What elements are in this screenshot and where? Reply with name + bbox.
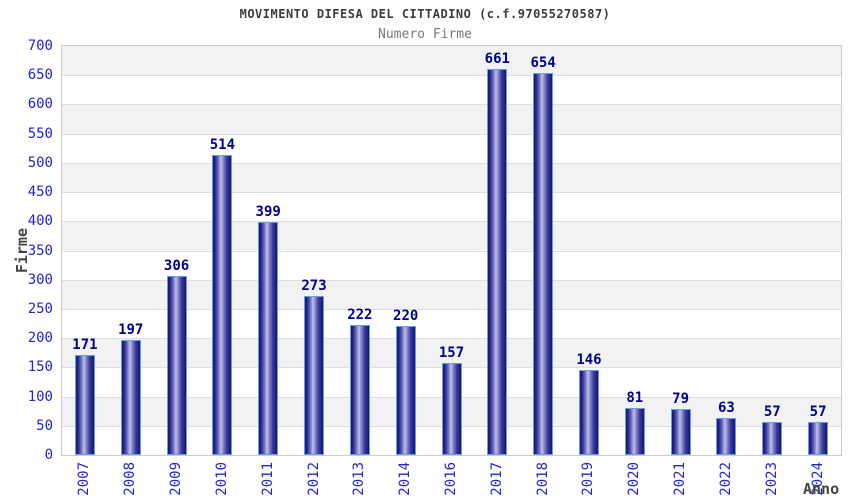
gridline [62, 308, 841, 310]
gridline [62, 162, 841, 164]
y-tick-450: 450 [27, 184, 53, 201]
plot-band [62, 162, 841, 193]
bar-value-2019: 146 [576, 351, 602, 368]
chart-title: MOVIMENTO DIFESA DEL CITTADINO (c.f.9705… [239, 7, 611, 21]
gridline [62, 279, 841, 281]
chart-subtitle: Numero Firme [378, 27, 472, 42]
y-tick-50: 50 [36, 417, 53, 434]
bar-2016 [441, 363, 462, 455]
y-tick-500: 500 [27, 154, 53, 171]
bar-value-2009: 306 [163, 258, 190, 275]
x-tick-2018: 2018 [534, 462, 551, 496]
x-tick-2022: 2022 [717, 462, 734, 496]
x-tick-2008: 2008 [122, 462, 139, 496]
x-tick-2016: 2016 [443, 462, 459, 496]
bar-value-2007: 171 [72, 337, 98, 354]
x-tick-2012: 2012 [305, 462, 322, 496]
x-tick-2021: 2021 [672, 462, 689, 496]
plot-band [62, 75, 841, 105]
plot-area: 171 197 306 514 399 273 222 220 157 661 654 146 81 79… [61, 45, 842, 456]
y-tick-0: 0 [44, 447, 53, 463]
x-tick-2023: 2023 [763, 462, 780, 496]
y-tick-400: 400 [27, 213, 53, 230]
plot-band [62, 308, 841, 339]
bar-2008 [120, 339, 141, 455]
gridline [62, 192, 841, 194]
bar-2019 [578, 369, 599, 455]
bar-value-2014: 220 [393, 308, 419, 325]
plot-band [62, 279, 841, 309]
gridline [62, 338, 841, 340]
bar-2023 [762, 421, 783, 455]
gridline [62, 104, 841, 106]
y-tick-600: 600 [27, 96, 53, 113]
y-tick-650: 650 [27, 67, 53, 84]
bar-2012 [304, 295, 325, 455]
bar-2011 [258, 221, 279, 455]
x-tick-2014: 2014 [397, 462, 414, 496]
gridline [62, 221, 841, 223]
bar-2018 [533, 72, 554, 455]
plot-band [62, 46, 841, 76]
y-tick-550: 550 [27, 125, 53, 142]
bar-2010 [212, 154, 233, 455]
x-tick-2011: 2011 [259, 462, 276, 496]
bar-value-2010: 514 [209, 136, 236, 153]
bar-2013 [349, 325, 370, 455]
bar-2022 [716, 418, 737, 455]
plot-band [62, 192, 841, 222]
bar-2021 [670, 408, 691, 455]
x-axis-title: Anno [803, 480, 840, 498]
bar-2007 [74, 355, 95, 455]
y-tick-350: 350 [27, 242, 53, 259]
bar-2024 [808, 421, 829, 455]
bar-value-2021: 79 [672, 390, 690, 407]
x-tick-2013: 2013 [351, 462, 368, 496]
y-tick-300: 300 [27, 271, 53, 288]
y-tick-250: 250 [27, 300, 53, 317]
bar-value-2008: 197 [118, 321, 144, 338]
bar-value-2013: 222 [347, 307, 373, 324]
bar-value-2011: 399 [255, 203, 281, 220]
x-tick-2009: 2009 [168, 462, 185, 496]
x-tick-2007: 2007 [76, 462, 93, 496]
bar-2020 [624, 407, 645, 455]
bar-value-2016: 157 [438, 345, 465, 362]
gridline [62, 133, 841, 135]
plot-band [62, 104, 841, 134]
x-tick-2010: 2010 [213, 462, 230, 496]
plot-band [62, 221, 841, 251]
plot-band [62, 133, 841, 163]
x-tick-2019: 2019 [580, 462, 597, 496]
plot-band [62, 338, 841, 368]
y-tick-150: 150 [27, 359, 53, 376]
bar-value-2022: 63 [718, 400, 735, 417]
x-tick-2017: 2017 [488, 462, 505, 496]
bar-value-2017: 661 [484, 50, 510, 67]
bar-2017 [487, 68, 508, 455]
bar-2009 [166, 276, 187, 455]
bar-value-2024: 57 [809, 403, 827, 420]
bar-value-2018: 654 [530, 54, 556, 71]
y-tick-100: 100 [27, 388, 53, 405]
gridline [62, 250, 841, 252]
bar-value-2020: 81 [626, 389, 644, 406]
plot-band [62, 250, 841, 280]
x-tick-2020: 2020 [626, 462, 643, 496]
y-tick-200: 200 [27, 330, 53, 347]
bar-value-2023: 57 [763, 403, 781, 420]
bars-layer: 171 197 306 514 399 273 222 220 157 661 654 146 81 79… [62, 46, 841, 455]
y-tick-700: 700 [27, 38, 53, 54]
bar-2014 [395, 326, 416, 455]
bar-value-2012: 273 [301, 277, 327, 294]
x-axis-ticks: 2007 2008 2009 2010 2011 2012 2013 2014 2016 2017… [62, 461, 841, 500]
gridline [62, 75, 841, 77]
